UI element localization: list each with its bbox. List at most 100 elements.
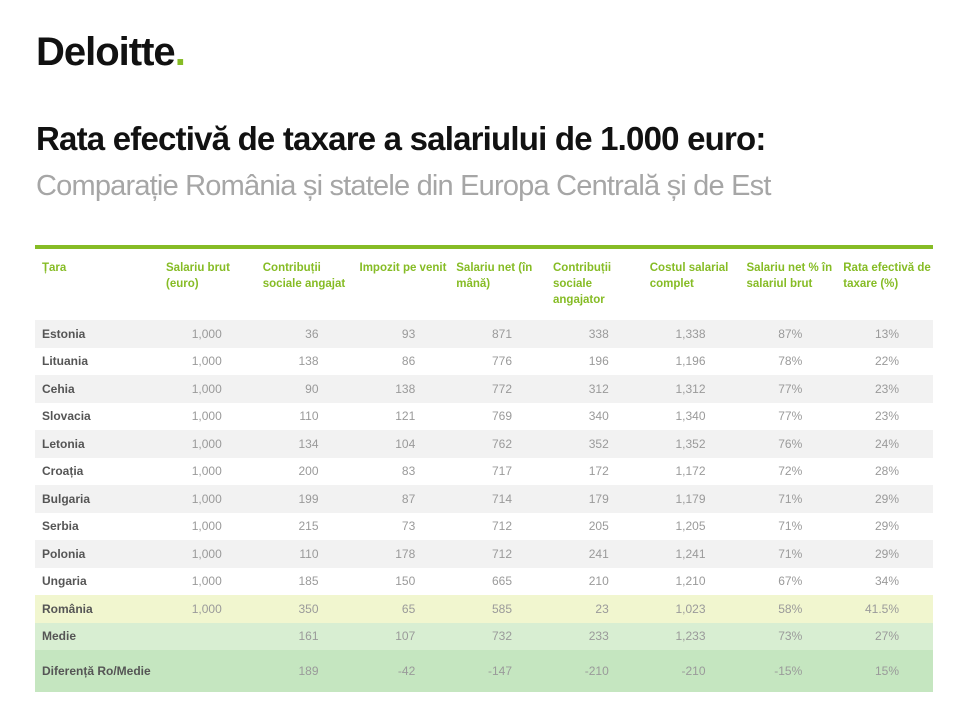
value-cell: 41.5% (836, 595, 933, 623)
value-cell: 78% (778, 354, 803, 369)
table-row: România 1,000 350 65 585 23 1,023 58% 41.5% (35, 595, 933, 623)
value-cell: 200 (298, 464, 319, 479)
value-cell: 110 (255, 540, 353, 568)
value-cell: 712 (449, 540, 546, 568)
country-cell: Estonia (35, 320, 159, 348)
value-cell: 871 (449, 320, 546, 348)
value-cell (159, 650, 256, 692)
value-cell: 29% (836, 540, 933, 568)
value-cell: 36 (255, 320, 353, 348)
value-cell: 23 (546, 595, 643, 623)
value-cell: 1,233 (642, 622, 740, 650)
table-row: Estonia 1,000 36 93 871 338 1,338 87% 13% (35, 320, 933, 348)
value-cell: -210 (546, 650, 643, 692)
column-header: Țara (42, 262, 67, 274)
value-cell: 340 (588, 409, 609, 424)
column-header: Contribuții sociale angajator (553, 262, 612, 306)
tax-comparison-table: Țara Salariu brut (euro) Contribuții socia… (35, 256, 933, 692)
table-row: Polonia 1,000 110 178 712 241 1,241 71% 29% (35, 540, 933, 568)
value-cell: 110 (299, 409, 319, 424)
value-cell: 23% (836, 375, 933, 403)
value-cell (159, 622, 256, 650)
value-cell: 76% (739, 430, 837, 458)
value-cell: 717 (491, 464, 512, 479)
value-cell: 241 (546, 540, 643, 568)
value-cell: 196 (588, 354, 609, 369)
value-cell: 732 (449, 622, 546, 650)
value-cell: 199 (255, 485, 353, 513)
value-cell: 67% (778, 574, 803, 589)
table-row: Cehia 1,000 90 138 772 312 1,312 77% 23% (35, 375, 933, 403)
value-cell: 87% (739, 320, 837, 348)
value-cell: 205 (588, 519, 609, 534)
value-cell: 350 (255, 595, 353, 623)
value-cell: 714 (449, 485, 546, 513)
value-cell: 1,205 (675, 519, 706, 534)
value-cell: 1,000 (191, 409, 222, 424)
table-row: Slovacia 1,000 110 121 769 340 1,340 77% 23% (35, 403, 933, 431)
value-cell: 772 (449, 375, 546, 403)
accent-divider (35, 245, 933, 249)
value-cell: 72% (778, 464, 803, 479)
value-cell: 71% (778, 519, 803, 534)
value-cell: 90 (255, 375, 353, 403)
value-cell: 1,312 (642, 375, 740, 403)
column-header: Costul salarial complet (649, 262, 729, 290)
column-header: Salariu brut (euro) (166, 262, 230, 290)
value-cell: -210 (642, 650, 740, 692)
value-cell: 1,000 (159, 595, 256, 623)
value-cell: 179 (546, 485, 643, 513)
value-cell: 150 (395, 574, 416, 589)
value-cell: 134 (255, 430, 353, 458)
value-cell: 138 (352, 375, 450, 403)
value-cell: -42 (352, 650, 450, 692)
table-row: Serbia 1,000 215 73 712 205 1,205 71% 29% (35, 513, 933, 541)
value-cell: 24% (836, 430, 933, 458)
column-header: Salariu net (în mână) (456, 262, 533, 290)
country-cell: Croația (42, 464, 84, 479)
table-row: Ungaria 1,000 185 150 665 210 1,210 67% 34% (35, 568, 933, 596)
value-cell: 22% (874, 354, 899, 369)
value-cell: 1,000 (191, 354, 222, 369)
value-cell: 138 (298, 354, 319, 369)
page-title: Rata efectivă de taxare a salariului de … (36, 120, 766, 157)
value-cell: 93 (352, 320, 450, 348)
value-cell: 1,241 (642, 540, 740, 568)
value-cell: 172 (588, 464, 609, 479)
value-cell: 29% (836, 485, 933, 513)
value-cell: 1,000 (159, 485, 256, 513)
table-header-row: Țara Salariu brut (euro) Contribuții socia… (35, 256, 933, 320)
value-cell: 13% (836, 320, 933, 348)
column-header: Contribuții sociale angajat (262, 262, 346, 290)
value-cell: 185 (298, 574, 319, 589)
value-cell: 712 (491, 519, 512, 534)
value-cell: 77% (778, 409, 803, 424)
value-cell: 178 (352, 540, 450, 568)
column-header: Salariu net % în salariul brut (746, 262, 833, 290)
table-row: Letonia 1,000 134 104 762 352 1,352 76% 24% (35, 430, 933, 458)
country-cell: Slovacia (42, 409, 91, 424)
table-row: Lituania 1,000 138 86 776 196 1,196 78% 22% (35, 348, 933, 376)
value-cell: 107 (352, 622, 450, 650)
value-cell: 1,000 (191, 519, 222, 534)
value-cell: 1,000 (159, 375, 256, 403)
country-cell: Ungaria (42, 574, 87, 589)
page-subtitle: Comparație România și statele din Europa… (36, 170, 771, 202)
table-row: Bulgaria 1,000 199 87 714 179 1,179 71% 29% (35, 485, 933, 513)
value-cell: 161 (255, 622, 353, 650)
value-cell: 86 (401, 354, 416, 369)
country-cell: România (35, 595, 159, 623)
value-cell: 776 (491, 354, 512, 369)
value-cell: 1,000 (191, 464, 222, 479)
value-cell: 1,000 (159, 540, 256, 568)
value-cell: 73 (401, 519, 416, 534)
value-cell: 233 (546, 622, 643, 650)
country-cell: Letonia (35, 430, 159, 458)
value-cell: 665 (491, 574, 512, 589)
value-cell: 1,210 (675, 574, 706, 589)
value-cell: -147 (449, 650, 546, 692)
value-cell: 71% (739, 485, 837, 513)
table-row: Diferență Ro/Medie 189 -42 -147 -210 -210 -15%… (35, 650, 933, 692)
value-cell: 77% (739, 375, 837, 403)
value-cell: 1,179 (642, 485, 740, 513)
